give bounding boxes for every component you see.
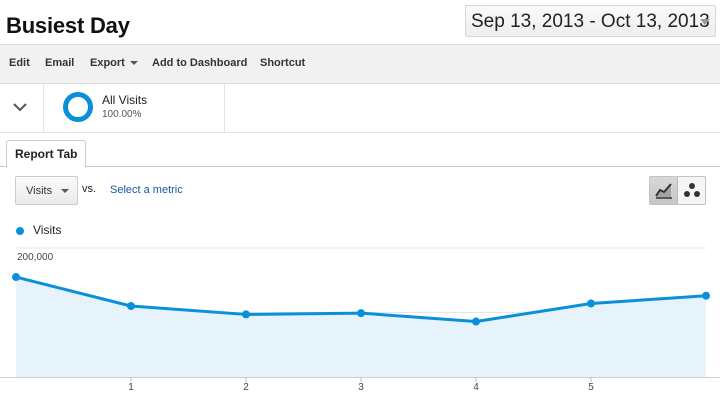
- y-tick-label: 200,000: [17, 252, 54, 263]
- data-point: [242, 310, 250, 319]
- header-bar: Busiest Day Sep 13, 2013 - Oct 13, 2013: [0, 0, 720, 44]
- x-tick-label: 2: [243, 382, 249, 393]
- line-chart-icon: [655, 183, 672, 199]
- legend-label: Visits: [33, 223, 62, 237]
- data-point: [587, 299, 595, 308]
- caret-down-icon: [61, 189, 69, 193]
- data-point: [702, 291, 710, 300]
- motion-chart-button[interactable]: [678, 177, 706, 204]
- select-metric-link[interactable]: Select a metric: [110, 184, 183, 196]
- caret-down-icon: [129, 61, 138, 66]
- segment-row: All Visits 100.00%: [0, 84, 720, 133]
- vs-label: vs.: [82, 183, 97, 195]
- page-title: Busiest Day: [6, 13, 130, 38]
- x-tick-label: 3: [358, 382, 364, 393]
- date-range-picker[interactable]: Sep 13, 2013 - Oct 13, 2013: [465, 5, 716, 37]
- tab-bar: Report Tab: [0, 140, 720, 168]
- add-to-dashboard-button[interactable]: Add to Dashboard: [152, 57, 248, 69]
- segment-percent: 100.00%: [102, 109, 142, 120]
- segment-donut-icon: [63, 92, 93, 122]
- edit-button[interactable]: Edit: [9, 57, 30, 69]
- motion-chart-icon: [684, 183, 700, 197]
- tab-report[interactable]: Report Tab: [6, 140, 87, 168]
- shortcut-button[interactable]: Shortcut: [260, 57, 306, 69]
- segment-name: All Visits: [102, 93, 148, 107]
- segment-card[interactable]: All Visits 100.00%: [45, 84, 225, 132]
- metric-select-value: Visits: [26, 185, 53, 197]
- line-chart-button[interactable]: [650, 177, 678, 204]
- x-tick-label: 4: [473, 382, 479, 393]
- data-point: [12, 273, 20, 282]
- series-area: [16, 277, 706, 377]
- chevron-down-icon: [700, 19, 710, 25]
- chevron-down-icon: [13, 103, 27, 112]
- email-button[interactable]: Email: [45, 57, 75, 69]
- data-point: [472, 317, 480, 326]
- segment-toggle-button[interactable]: [0, 84, 44, 132]
- date-range-text: Sep 13, 2013 - Oct 13, 2013: [471, 11, 710, 32]
- data-point: [357, 309, 365, 318]
- legend-marker: [16, 227, 24, 235]
- x-tick-label: 5: [588, 382, 594, 393]
- export-button[interactable]: Export: [90, 57, 138, 69]
- metric-select[interactable]: Visits: [15, 176, 78, 205]
- x-tick-label: 1: [128, 382, 134, 393]
- report-toolbar: Edit Email Export Add to Dashboard Short…: [0, 44, 720, 84]
- export-label: Export: [90, 57, 125, 69]
- chart-view-toggle: [649, 176, 706, 205]
- data-point: [127, 302, 135, 311]
